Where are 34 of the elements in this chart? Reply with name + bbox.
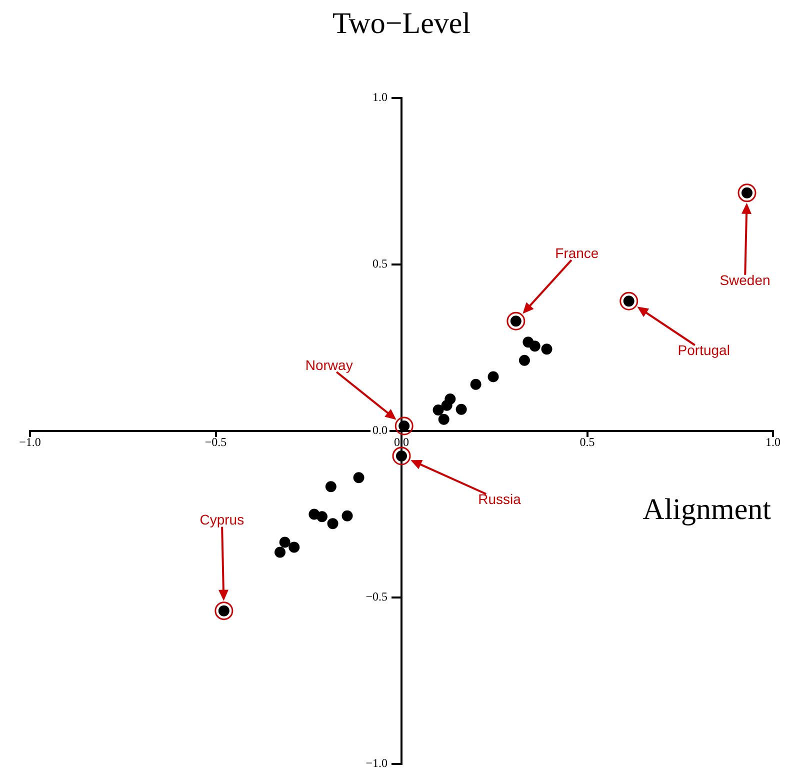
point xyxy=(353,472,364,484)
point xyxy=(432,404,444,416)
x-axis-title: Alignment xyxy=(642,492,772,526)
point xyxy=(518,354,530,366)
point xyxy=(325,481,336,492)
annotation: France xyxy=(555,244,599,261)
y-tick-label: 1.0 xyxy=(372,90,388,104)
point xyxy=(327,518,338,530)
annotation: Cyprus xyxy=(200,512,244,528)
point xyxy=(488,371,499,382)
y-tick-label: 0.0 xyxy=(372,423,388,438)
point xyxy=(529,340,540,352)
annotation: Norway xyxy=(305,356,353,373)
point xyxy=(342,510,353,522)
point xyxy=(541,344,552,355)
annotation: Russia xyxy=(478,490,522,507)
point xyxy=(274,546,286,558)
point xyxy=(279,536,290,548)
point xyxy=(456,404,467,415)
point xyxy=(288,542,300,553)
y-tick-label: −1.0 xyxy=(366,756,388,770)
x-tick-label: 1.0 xyxy=(766,435,780,450)
point xyxy=(316,511,328,522)
point xyxy=(438,414,450,425)
point xyxy=(441,400,452,411)
annotation: Portugal xyxy=(678,342,730,358)
annotation: Sweden xyxy=(720,272,770,288)
y-tick-label: −0.5 xyxy=(366,590,388,604)
point xyxy=(470,378,482,390)
y-axis-title: Two−Level xyxy=(332,6,471,40)
x-tick-label: 0.5 xyxy=(580,435,595,450)
x-tick-label: −1.0 xyxy=(19,435,41,450)
x-tick-label: −0.5 xyxy=(204,435,227,450)
y-tick-label: 0.5 xyxy=(372,256,388,271)
